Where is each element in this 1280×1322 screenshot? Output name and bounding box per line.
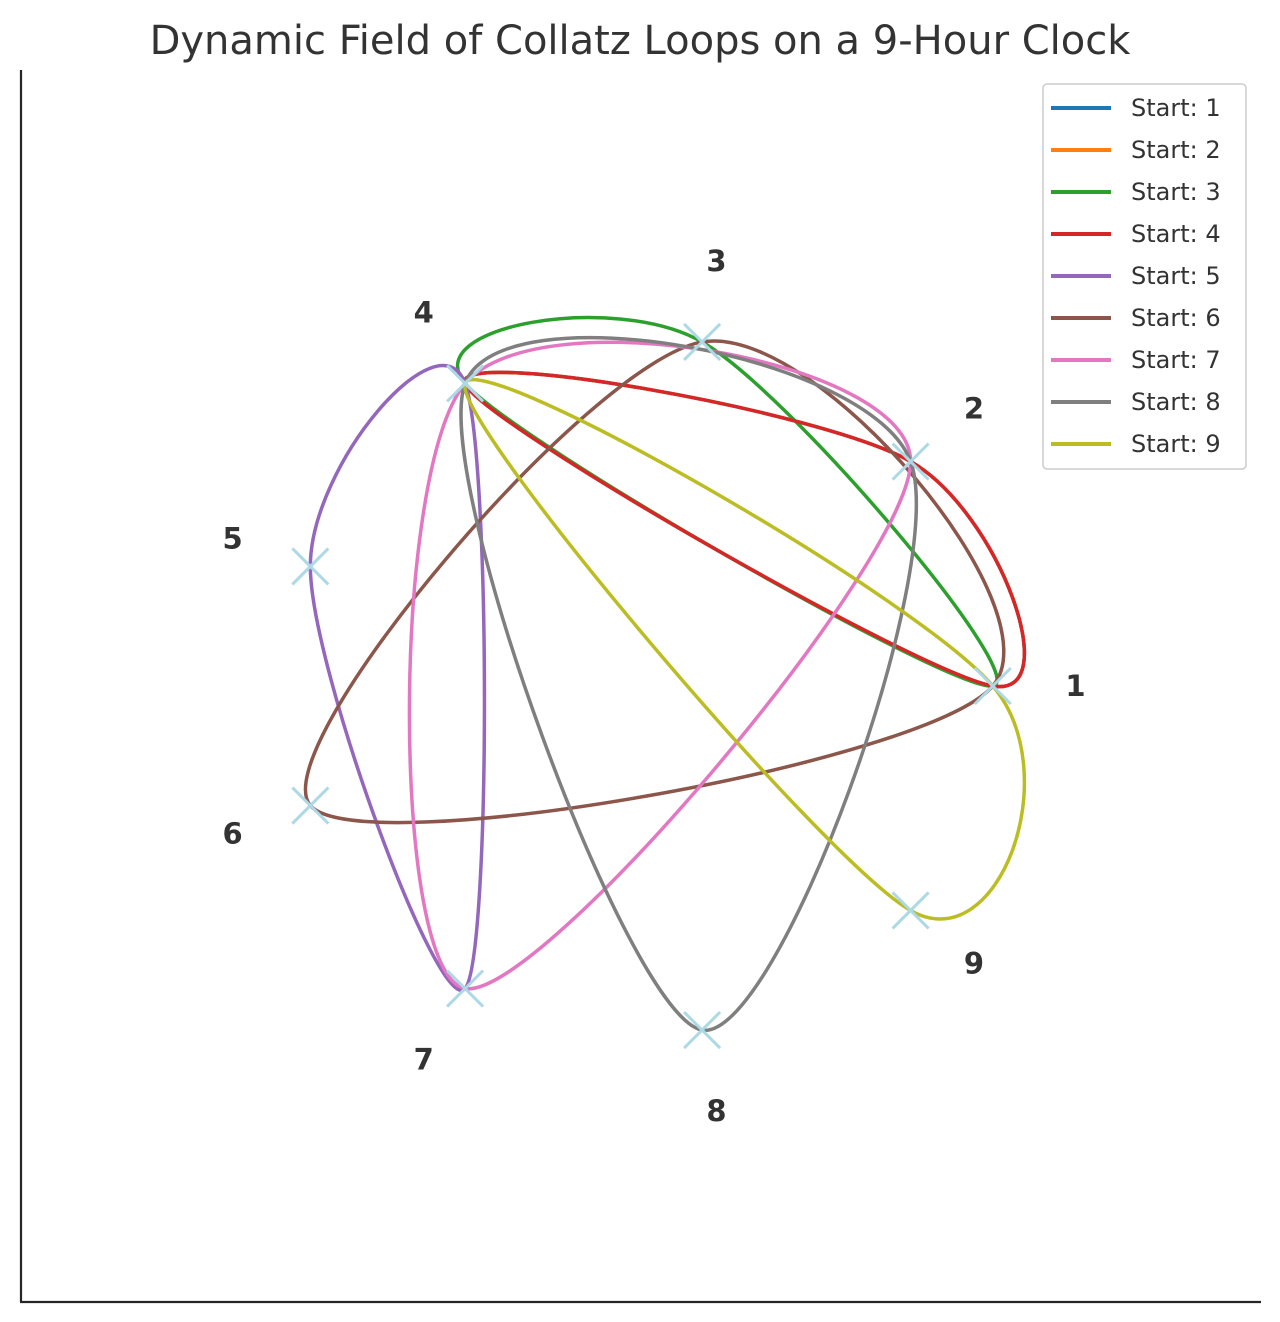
hour-markers <box>291 322 1012 1050</box>
hour-marker-1 <box>973 666 1012 706</box>
loop-curve-4 <box>463 370 1027 689</box>
hour-marker-9 <box>891 891 930 930</box>
legend-label: Start: 4 <box>1131 220 1221 248</box>
legend-frame <box>1042 83 1247 470</box>
legend-label: Start: 5 <box>1131 262 1221 290</box>
loop-curve-9 <box>463 378 1027 921</box>
loop-curves <box>303 315 1027 1032</box>
hour-label-8: 8 <box>706 1094 726 1128</box>
hour-marker-4 <box>446 364 485 403</box>
legend-entry-9: Start: 9 <box>1051 430 1221 458</box>
legend-entry-3: Start: 3 <box>1051 178 1221 206</box>
hour-marker-6 <box>291 786 330 825</box>
legend: Start: 1 Start: 2 Start: 3 Start: 4 Start: 5… <box>1042 83 1247 470</box>
legend-entry-2: Start: 2 <box>1051 136 1221 164</box>
legend-entry-5: Start: 5 <box>1051 262 1221 290</box>
legend-label: Start: 3 <box>1131 178 1221 206</box>
loop-curve-8 <box>459 336 919 1032</box>
legend-label: Start: 7 <box>1131 346 1221 374</box>
legend-label: Start: 6 <box>1131 304 1221 332</box>
hour-label-1: 1 <box>1065 669 1085 703</box>
hour-marker-7 <box>446 969 485 1008</box>
hour-labels: 1 2 3 4 5 6 7 8 9 <box>223 244 1086 1128</box>
hour-label-3: 3 <box>706 244 726 278</box>
plot-area: 1 2 3 4 5 6 7 8 9 <box>19 70 1261 1304</box>
hour-label-9: 9 <box>964 946 984 980</box>
hour-marker-8 <box>683 1010 722 1050</box>
legend-label: Start: 2 <box>1131 136 1221 164</box>
loop-curve-5 <box>308 364 487 993</box>
hour-label-5: 5 <box>223 521 243 555</box>
legend-items: Start: 1 Start: 2 Start: 3 Start: 4 Start: 5… <box>1051 94 1221 458</box>
hour-label-2: 2 <box>964 392 984 426</box>
legend-entry-1: Start: 1 <box>1051 94 1221 122</box>
legend-entry-4: Start: 4 <box>1051 220 1221 248</box>
legend-label: Start: 1 <box>1131 94 1221 122</box>
legend-label: Start: 9 <box>1131 430 1221 458</box>
hour-marker-5 <box>291 547 330 586</box>
legend-entry-8: Start: 8 <box>1051 388 1221 416</box>
loop-curve-6 <box>303 339 1006 825</box>
hour-label-7: 7 <box>414 1043 434 1077</box>
legend-label: Start: 8 <box>1131 388 1221 416</box>
legend-entry-6: Start: 6 <box>1051 304 1221 332</box>
hour-marker-2 <box>891 442 930 481</box>
hour-label-4: 4 <box>414 295 434 329</box>
hour-marker-3 <box>683 322 722 362</box>
hour-label-6: 6 <box>223 817 243 851</box>
chart-title: Dynamic Field of Collatz Loops on a 9-Ho… <box>150 18 1132 64</box>
legend-entry-7: Start: 7 <box>1051 346 1221 374</box>
